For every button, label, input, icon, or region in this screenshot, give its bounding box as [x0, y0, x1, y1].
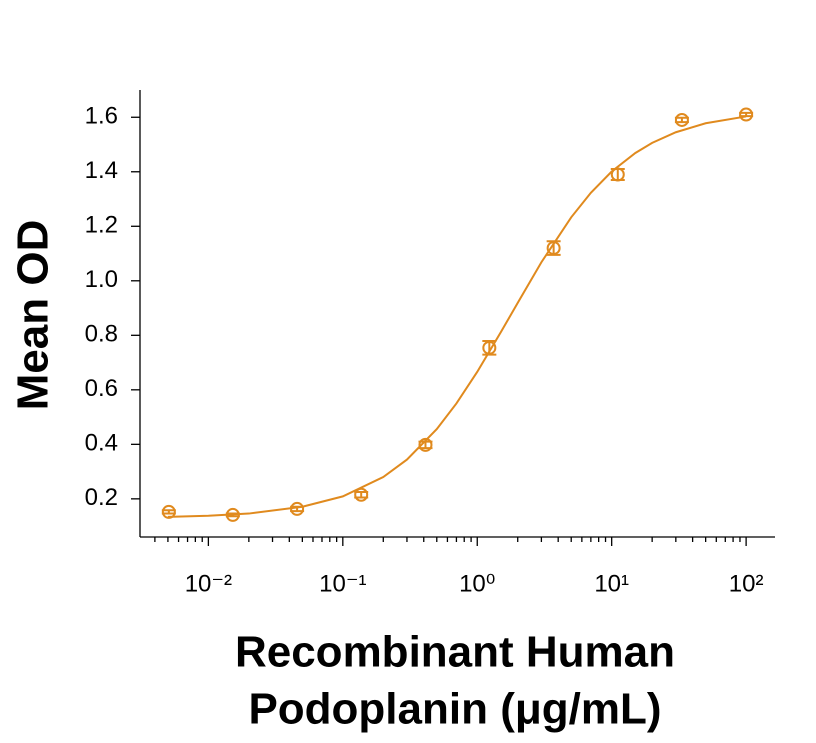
y-tick-label: 0.6 [85, 375, 118, 402]
error-bar [161, 509, 176, 515]
data-point [482, 340, 497, 355]
fit-curve [167, 115, 747, 518]
data-point [610, 167, 625, 182]
x-tick-label: 10¹ [594, 570, 629, 597]
x-tick-label: 10⁻² [185, 570, 232, 597]
x-tick-label: 10⁰ [459, 570, 495, 597]
x-axis-title: Podoplanin (μg/mL) [248, 685, 661, 734]
y-tick-label: 1.4 [85, 157, 118, 184]
x-tick-label: 10⁻¹ [319, 570, 366, 597]
y-tick-label: 0.8 [85, 321, 118, 348]
data-point [418, 437, 433, 452]
data-point [739, 107, 754, 122]
x-axis-title: Recombinant Human [235, 628, 675, 677]
y-tick-label: 1.2 [85, 212, 118, 239]
data-point [354, 487, 369, 502]
data-point [161, 504, 176, 519]
x-tick-label: 10² [729, 570, 764, 597]
y-tick-label: 0.2 [85, 484, 118, 511]
y-tick-label: 1.0 [85, 266, 118, 293]
y-tick-label: 1.6 [85, 103, 118, 130]
y-axis-title: Mean OD [9, 220, 58, 411]
y-tick-label: 0.4 [85, 430, 118, 457]
error-bar [739, 111, 754, 118]
data-point [674, 112, 689, 127]
